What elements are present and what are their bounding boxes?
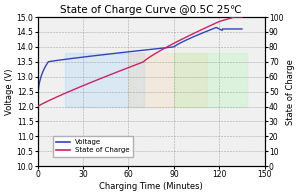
Bar bbox=[65, 53, 144, 107]
Legend: Voltage, State of Charge: Voltage, State of Charge bbox=[52, 136, 134, 157]
X-axis label: Charging Time (Minutes): Charging Time (Minutes) bbox=[99, 182, 203, 191]
Title: State of Charge Curve @0.5C 25℃: State of Charge Curve @0.5C 25℃ bbox=[60, 5, 242, 15]
Y-axis label: State of Charge: State of Charge bbox=[286, 59, 295, 124]
Bar bbox=[174, 53, 247, 107]
Bar bbox=[128, 53, 207, 107]
Y-axis label: Voltage (V): Voltage (V) bbox=[5, 68, 14, 115]
